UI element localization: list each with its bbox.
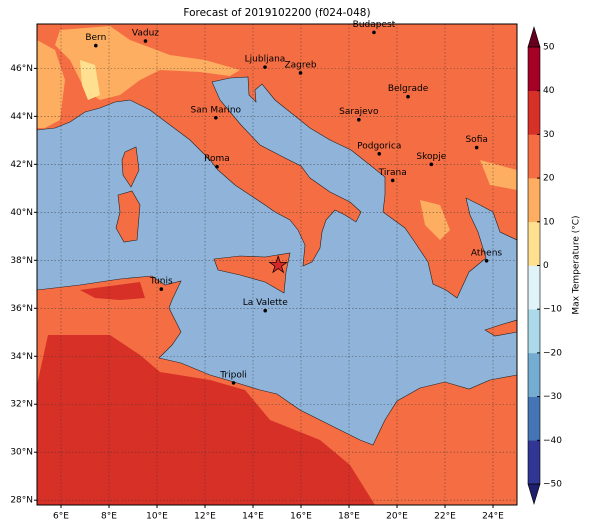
- colorbar-over: [527, 25, 541, 48]
- x-tick-label: 24°E: [482, 512, 504, 522]
- x-tick-label: 10°E: [146, 512, 168, 522]
- city-label: Podgorica: [357, 141, 401, 151]
- y-tick-label: 36°N: [10, 304, 33, 314]
- land-europe: [37, 24, 517, 299]
- city-dot: [390, 178, 395, 183]
- city-label: Tunis: [149, 277, 173, 287]
- colorbar-band: [528, 134, 540, 179]
- x-tick-label: 8°E: [101, 512, 117, 522]
- star-marker: [268, 255, 288, 274]
- y-tick-label: 38°N: [10, 256, 33, 266]
- title: Forecast of 2019102200 (f024-048): [183, 7, 370, 19]
- colorbar-under: [527, 483, 541, 506]
- city-label: Sofia: [465, 135, 487, 145]
- colorbar-tick-label: −40: [543, 436, 562, 446]
- plot-frame: [36, 23, 518, 506]
- colorbar-band: [528, 440, 540, 485]
- colorbar-band: [528, 90, 540, 135]
- colorbar-tick-label: −30: [543, 392, 562, 402]
- city-dot: [263, 308, 268, 313]
- colorbar-tick-label: 20: [543, 174, 555, 184]
- y-tick-label: 42°N: [10, 160, 33, 170]
- city-dot: [263, 65, 267, 69]
- city-label: Vaduz: [132, 29, 159, 39]
- land-sardinia: [115, 190, 141, 243]
- colorbar-tick-label: 0: [543, 261, 549, 271]
- city-dot: [484, 258, 489, 263]
- land-cool: [55, 26, 240, 100]
- land-corsica: [121, 146, 140, 188]
- land-cold: [80, 60, 100, 100]
- y-tick-label: 46°N: [10, 64, 33, 74]
- city-label: Bern: [85, 33, 106, 43]
- y-tick-label: 34°N: [10, 352, 33, 362]
- x-tick-label: 16°E: [290, 512, 312, 522]
- x-tick-label: 14°E: [242, 512, 264, 522]
- city-label: La Valette: [243, 298, 288, 308]
- x-tick-label: 6°E: [53, 512, 69, 522]
- city-label: Tirana: [378, 168, 407, 178]
- colorbar-tick-label: −10: [543, 305, 562, 315]
- grid: 6°E 8°E 10°E 12°E 14°E 16°E 18°E 20°E 22°E 24°E 28…: [10, 24, 517, 522]
- land-cool: [37, 40, 65, 128]
- colorbar-tick-label: 30: [543, 130, 555, 140]
- land-cool: [420, 200, 450, 240]
- x-tick-label: 22°E: [434, 512, 456, 522]
- city-dot: [406, 94, 410, 99]
- colorbar-band: [528, 47, 540, 91]
- city-label: San Marino: [191, 105, 242, 115]
- colorbar-tick-label: −20: [543, 348, 562, 358]
- city-dot: [215, 164, 219, 169]
- y-tick-label: 32°N: [10, 400, 33, 410]
- city-label: Zagreb: [284, 60, 316, 70]
- land-hot: [37, 335, 375, 505]
- city-dot: [159, 287, 164, 291]
- land-cool: [480, 160, 517, 190]
- city-dot: [372, 30, 376, 35]
- city-label: Budapest: [353, 20, 396, 30]
- colorbar-tick-label: 40: [543, 86, 555, 96]
- colorbar-label: Max Temperature (°C): [572, 215, 582, 314]
- city-label: Ljubljana: [245, 55, 286, 65]
- x-tick-label: 20°E: [386, 512, 408, 522]
- colorbar-tick-label: 50: [543, 43, 555, 53]
- city-dot: [474, 145, 479, 150]
- y-tick-label: 44°N: [10, 112, 33, 122]
- colorbar-band: [528, 221, 540, 266]
- city-label: Roma: [204, 154, 230, 164]
- colorbar-band: [528, 178, 540, 223]
- x-tick-label: 12°E: [194, 512, 216, 522]
- city-dot: [214, 116, 218, 120]
- city-dot: [377, 151, 382, 156]
- colorbar: −50 −40 −30 −20 −10 0 10 20 30 40 50: [527, 25, 562, 506]
- colorbar-tick-label: −50: [543, 480, 562, 490]
- y-tick-label: 28°N: [10, 496, 33, 506]
- city-dot: [357, 117, 361, 122]
- city-label: Sarajevo: [339, 107, 379, 117]
- city-dot: [429, 162, 434, 167]
- city-dot: [298, 71, 303, 75]
- city-label: Skopje: [416, 152, 446, 162]
- city-dot: [94, 43, 98, 48]
- y-tick-label: 30°N: [10, 448, 33, 458]
- x-tick-label: 18°E: [338, 512, 360, 522]
- city-label: Tripoli: [219, 370, 247, 380]
- colorbar-band: [528, 396, 540, 441]
- y-tick-label: 40°N: [10, 208, 33, 218]
- colorbar-band: [528, 265, 540, 310]
- city-label: Belgrade: [388, 84, 429, 94]
- colorbar-band: [528, 309, 540, 354]
- city-label: Athens: [471, 248, 502, 258]
- city-dot: [231, 381, 236, 385]
- colorbar-tick-label: 10: [543, 217, 555, 227]
- colorbar-band: [528, 352, 540, 397]
- city-dot: [143, 39, 148, 43]
- land-hot: [80, 282, 145, 300]
